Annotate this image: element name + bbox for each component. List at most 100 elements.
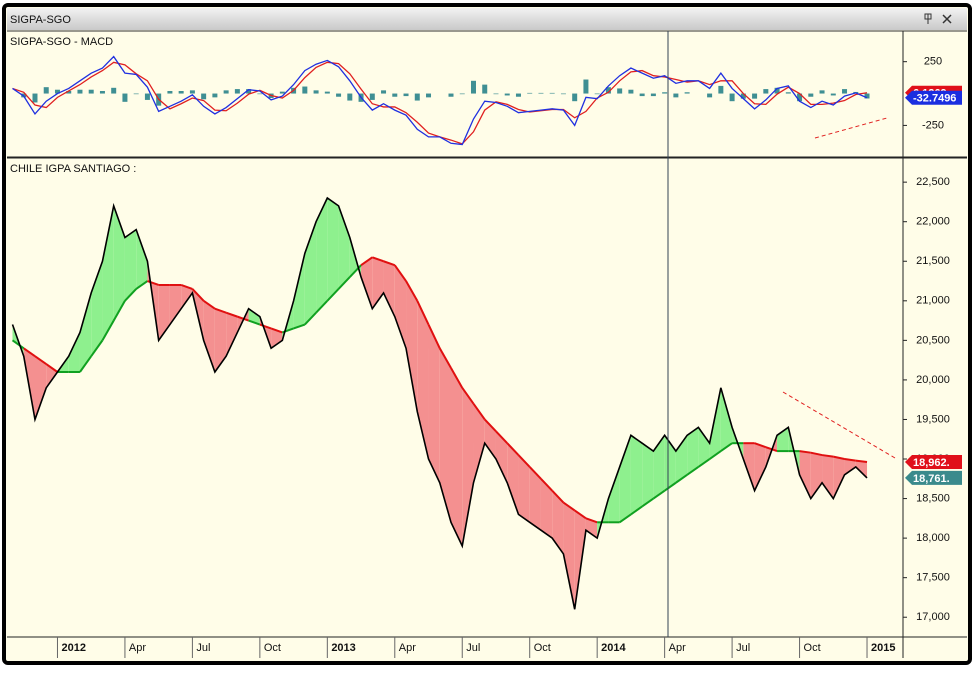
band-fill bbox=[529, 466, 541, 531]
last-value-label: 18,962. bbox=[913, 457, 950, 469]
moving-average bbox=[630, 505, 643, 516]
moving-average bbox=[472, 403, 486, 421]
moving-average bbox=[484, 418, 497, 433]
moving-average bbox=[101, 320, 115, 341]
pin-icon[interactable] bbox=[924, 13, 932, 24]
histogram-bar bbox=[594, 93, 600, 95]
trend-line bbox=[814, 117, 888, 139]
last-value-marker bbox=[905, 455, 962, 470]
moving-average bbox=[551, 489, 565, 504]
y-tick-label: 22,000 bbox=[916, 216, 950, 228]
histogram-bar bbox=[324, 91, 330, 94]
moving-average bbox=[675, 474, 688, 484]
histogram-bar bbox=[234, 89, 240, 94]
histogram-bar bbox=[527, 92, 533, 94]
moving-average bbox=[349, 264, 362, 278]
moving-average bbox=[315, 300, 329, 314]
band-fill bbox=[169, 284, 182, 325]
histogram-bar bbox=[414, 93, 420, 101]
histogram-bar bbox=[560, 93, 566, 95]
band-fill bbox=[563, 502, 575, 610]
moving-average bbox=[23, 347, 36, 357]
band-fill bbox=[293, 253, 305, 329]
band-fill bbox=[361, 257, 373, 309]
moving-average bbox=[540, 478, 553, 492]
x-tick-label: Apr bbox=[129, 642, 146, 654]
histogram-bar bbox=[830, 93, 836, 96]
x-tick-label: 2013 bbox=[331, 642, 355, 654]
histogram-bar bbox=[201, 93, 207, 100]
histogram-bar bbox=[650, 93, 656, 97]
histogram-bar bbox=[178, 90, 184, 94]
moving-average bbox=[844, 458, 856, 462]
histogram-bar bbox=[639, 93, 645, 97]
x-tick-label: 2015 bbox=[871, 642, 895, 654]
histogram-bar bbox=[32, 93, 38, 103]
window-title: SIGPA-SGO bbox=[10, 14, 71, 26]
histogram-bar bbox=[212, 93, 218, 98]
moving-average bbox=[810, 451, 823, 457]
histogram-bar bbox=[482, 84, 488, 94]
x-tick-label: Jul bbox=[196, 642, 210, 654]
band-fill bbox=[619, 435, 631, 523]
band-fill bbox=[68, 332, 80, 372]
close-icon[interactable] bbox=[942, 14, 952, 24]
band-fill bbox=[552, 490, 564, 554]
band-fill bbox=[417, 300, 429, 460]
band-fill bbox=[214, 308, 227, 372]
moving-average bbox=[461, 387, 475, 405]
band-fill bbox=[338, 205, 350, 289]
band-fill bbox=[743, 443, 755, 491]
moving-average bbox=[528, 466, 542, 480]
band-fill bbox=[383, 261, 395, 317]
moving-average bbox=[383, 260, 396, 267]
histogram-bar bbox=[617, 88, 623, 94]
band-fill bbox=[394, 265, 407, 349]
y-tick-label: 21,000 bbox=[916, 295, 950, 307]
band-fill bbox=[687, 427, 699, 475]
band-fill bbox=[698, 427, 710, 467]
panel-title: CHILE IGPA SANTIAGO : bbox=[10, 163, 136, 175]
y-tick-label: 20,500 bbox=[916, 334, 950, 346]
y-tick-label: 21,500 bbox=[916, 255, 950, 267]
histogram-bar bbox=[583, 79, 589, 94]
band-fill bbox=[181, 284, 193, 309]
last-value-marker bbox=[905, 470, 962, 485]
moving-average bbox=[393, 264, 407, 282]
band-fill bbox=[754, 443, 766, 491]
histogram-bar bbox=[122, 93, 128, 102]
histogram-bar bbox=[628, 89, 634, 94]
moving-average bbox=[180, 284, 193, 290]
moving-average bbox=[855, 459, 868, 464]
band-fill bbox=[327, 197, 339, 301]
moving-average bbox=[225, 311, 238, 318]
moving-average bbox=[416, 300, 430, 325]
y-tick-label: 20,000 bbox=[916, 374, 950, 386]
moving-average bbox=[619, 513, 632, 524]
moving-average bbox=[664, 481, 677, 492]
moving-average bbox=[293, 323, 306, 330]
histogram-bar bbox=[279, 91, 285, 94]
band-fill bbox=[79, 292, 92, 372]
histogram-bar bbox=[707, 93, 713, 98]
histogram-bar bbox=[54, 89, 60, 94]
moving-average bbox=[270, 327, 283, 334]
moving-average bbox=[45, 363, 59, 373]
band-fill bbox=[630, 435, 643, 515]
band-fill bbox=[451, 368, 463, 547]
histogram-bar bbox=[684, 92, 690, 94]
band-fill bbox=[271, 328, 283, 349]
moving-average bbox=[214, 307, 227, 314]
x-tick-label: Oct bbox=[534, 642, 551, 654]
last-value-marker bbox=[905, 90, 962, 105]
x-tick-label: 2014 bbox=[601, 642, 626, 654]
histogram-bar bbox=[459, 93, 465, 95]
histogram-bar bbox=[133, 93, 139, 95]
last-value-label: -32.7496 bbox=[913, 93, 956, 105]
band-fill bbox=[226, 312, 238, 357]
moving-average bbox=[427, 324, 441, 349]
moving-average bbox=[79, 355, 93, 373]
band-fill bbox=[428, 324, 440, 483]
moving-average bbox=[203, 299, 216, 310]
histogram-bar bbox=[538, 92, 544, 94]
